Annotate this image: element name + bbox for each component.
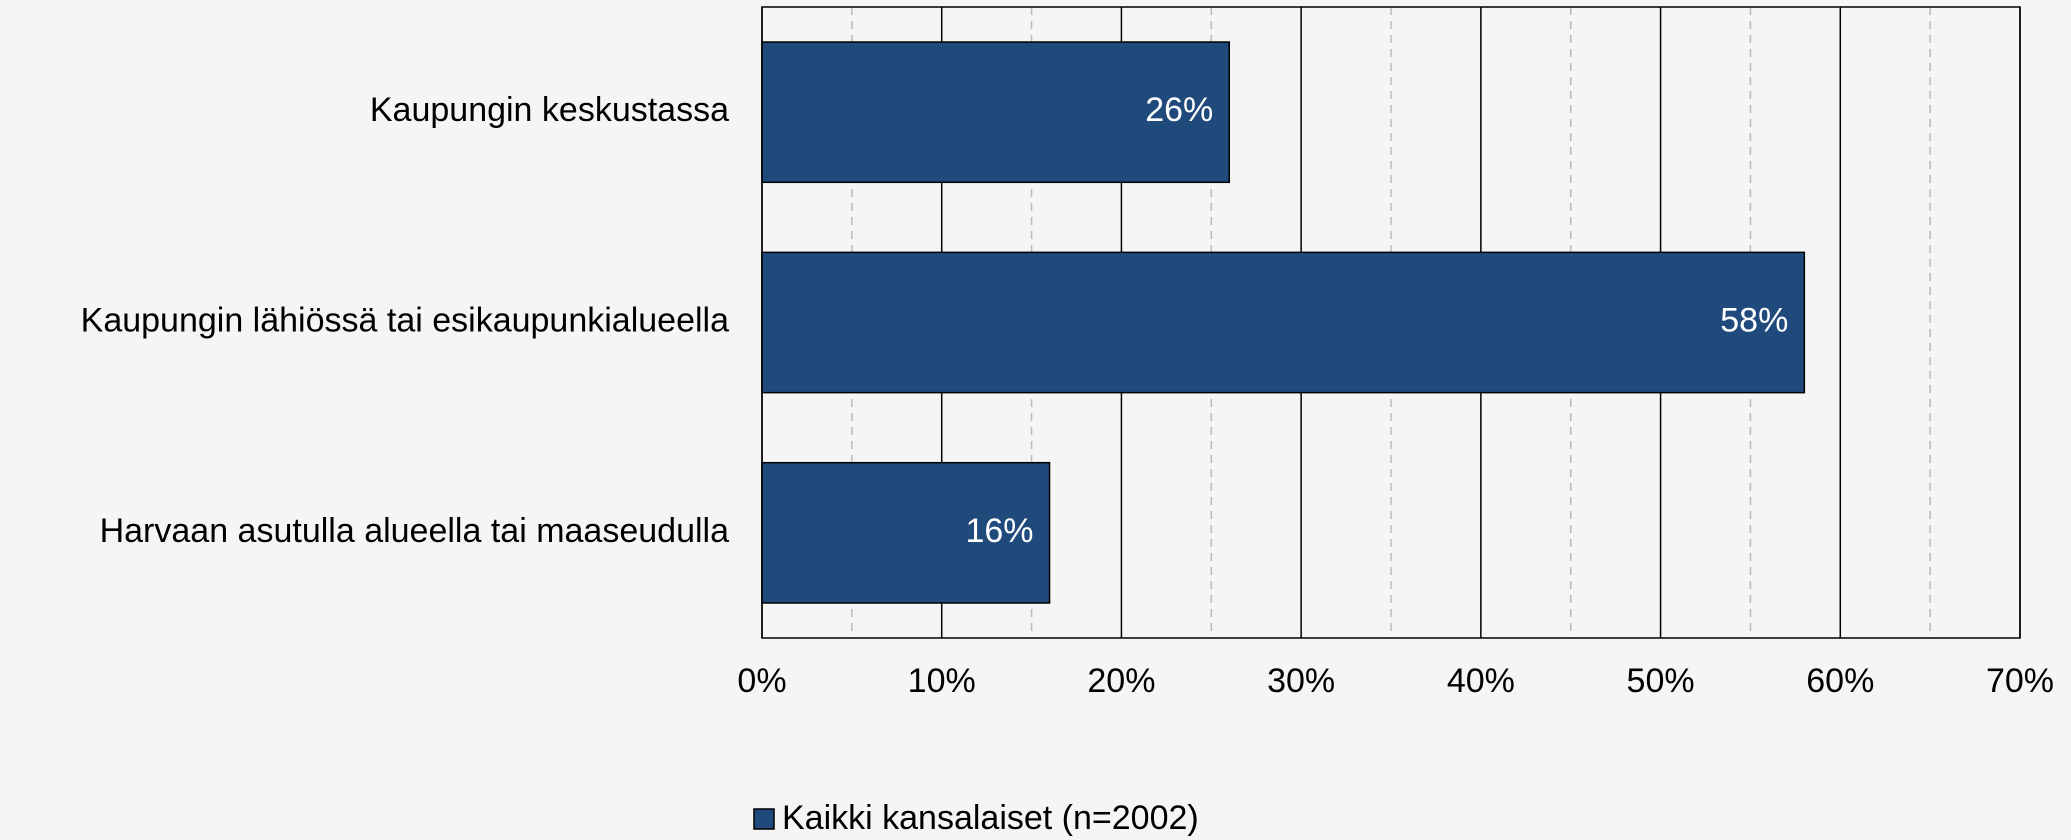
category-label: Kaupungin keskustassa [370,91,729,129]
category-label: Harvaan asutulla alueella tai maaseudull… [100,512,729,550]
category-label: Kaupungin lähiössä tai esikaupunkialueel… [81,301,729,339]
x-tick-label: 10% [908,662,976,700]
bar [761,461,1051,604]
bar [761,251,1806,394]
x-tick-label: 20% [1087,662,1155,700]
value-label: 26% [1145,91,1213,129]
value-label: 16% [965,512,1033,550]
value-label: 58% [1720,301,1788,339]
x-tick-label: 40% [1447,662,1515,700]
x-tick-label: 50% [1627,662,1695,700]
bar [761,41,1231,184]
x-tick-label: 30% [1267,662,1335,700]
legend-label: Kaikki kansalaiset (n=2002) [782,799,1199,837]
legend-swatch [753,808,775,830]
x-tick-label: 60% [1806,662,1874,700]
x-tick-label: 70% [1986,662,2054,700]
x-tick-label: 0% [737,662,786,700]
